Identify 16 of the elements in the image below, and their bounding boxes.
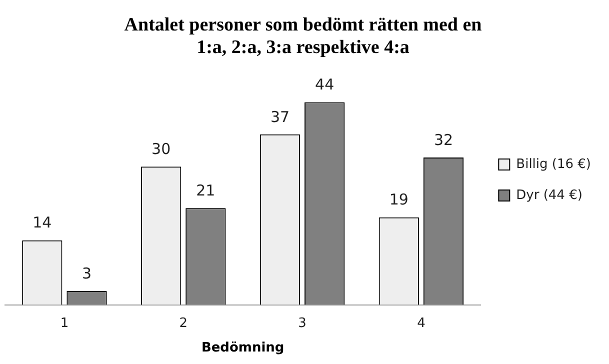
data-label: 21 bbox=[196, 181, 216, 200]
data-label: 44 bbox=[315, 76, 334, 94]
data-label: 37 bbox=[270, 108, 290, 126]
chart-title: Antalet personer som bedömt rätten med en 1:a, 2:a, 3:a respektive 4:a bbox=[124, 14, 482, 58]
data-label: 3 bbox=[82, 264, 92, 282]
x-tick-label: 2 bbox=[179, 316, 188, 331]
data-label: 32 bbox=[434, 130, 454, 149]
data-label: 19 bbox=[389, 190, 408, 209]
data-label: 30 bbox=[152, 140, 171, 158]
x-tick-label: 1 bbox=[60, 316, 69, 331]
legend-label: Billig (16 €) bbox=[516, 156, 592, 172]
x-axis-title: Bedömning bbox=[201, 340, 284, 356]
legend-label: Dyr (44 €) bbox=[516, 188, 582, 203]
x-tick-label: 3 bbox=[298, 316, 306, 331]
data-label: 14 bbox=[32, 214, 52, 232]
x-tick-label: 4 bbox=[417, 316, 426, 331]
